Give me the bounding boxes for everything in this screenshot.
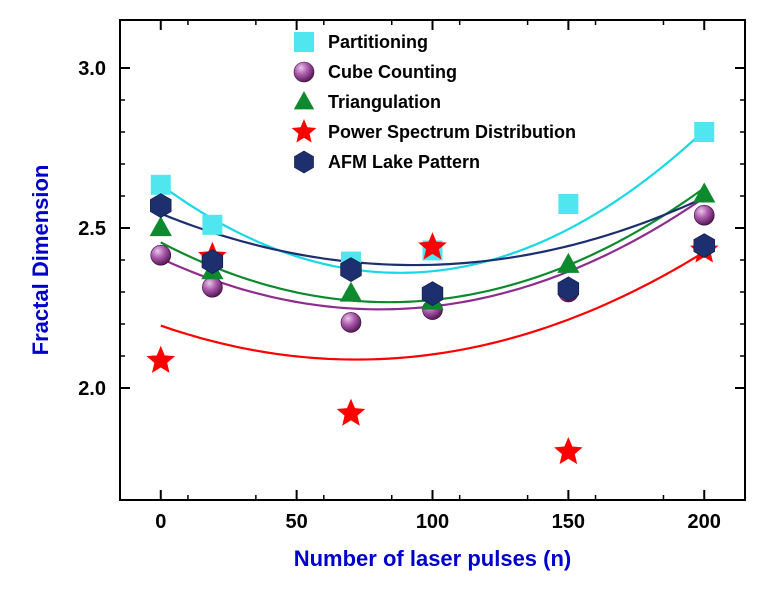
data-points — [146, 122, 718, 464]
svg-text:2.0: 2.0 — [78, 378, 106, 400]
svg-text:2.5: 2.5 — [78, 218, 106, 240]
series-psd — [146, 232, 718, 464]
legend: Partitioning Cube Counting Triangulation Po… — [292, 32, 576, 173]
legend-label-partitioning: Partitioning — [328, 32, 428, 52]
svg-text:50: 50 — [286, 511, 308, 533]
y-axis-label: Fractal Dimension — [28, 165, 53, 356]
svg-text:150: 150 — [552, 511, 585, 533]
svg-text:100: 100 — [416, 511, 449, 533]
svg-text:3.0: 3.0 — [78, 58, 106, 80]
svg-text:200: 200 — [688, 511, 721, 533]
legend-label-psd: Power Spectrum Distribution — [328, 122, 576, 142]
legend-label-afm: AFM Lake Pattern — [328, 152, 480, 172]
fractal-dimension-chart: 0 50 100 150 200 2.0 2.5 3.0 Partitioning Cube C… — [0, 0, 775, 598]
series-cube — [151, 205, 714, 332]
x-axis-label: Number of laser pulses (n) — [294, 546, 572, 571]
svg-text:0: 0 — [155, 511, 166, 533]
legend-label-triangulation: Triangulation — [328, 92, 441, 112]
legend-label-cube: Cube Counting — [328, 62, 457, 82]
